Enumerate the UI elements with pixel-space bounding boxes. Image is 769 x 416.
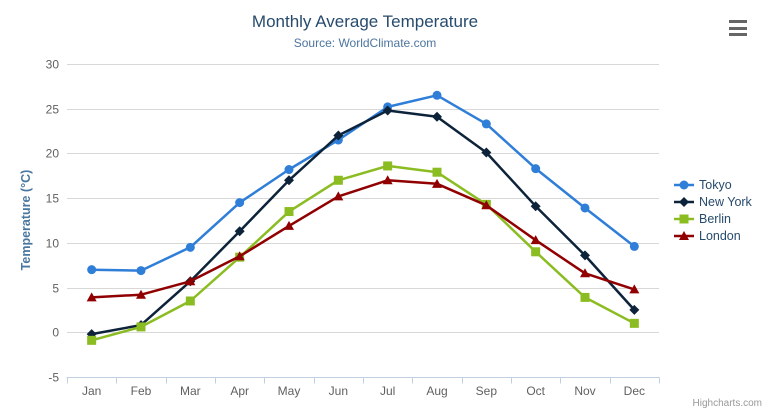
data-point-marker-new-york-dec[interactable] <box>629 304 640 315</box>
data-point-marker-berlin-nov[interactable] <box>580 292 590 302</box>
y-axis-tick-label: 25 <box>46 103 60 117</box>
x-axis-tick-label: Oct <box>526 384 545 398</box>
y-axis-tick-label: 15 <box>46 192 60 206</box>
data-point-marker-berlin-feb[interactable] <box>136 322 146 332</box>
data-point-marker-london-apr[interactable] <box>234 251 245 261</box>
series-line-london[interactable] <box>90 179 636 299</box>
data-point-marker-new-york-jul[interactable] <box>382 105 393 116</box>
legend-item-tokyo[interactable]: Tokyo <box>674 177 752 192</box>
data-point-marker-london-feb[interactable] <box>136 289 146 299</box>
export-menu-button[interactable] <box>729 20 749 36</box>
legend-item-london[interactable]: London <box>674 228 752 243</box>
data-point-marker-tokyo-may[interactable] <box>284 165 294 175</box>
y-axis-title: Temperature (°C) <box>19 169 33 271</box>
legend-marker-london[interactable] <box>679 230 689 240</box>
data-point-marker-berlin-jul[interactable] <box>383 161 393 171</box>
x-axis-tick-label: Jun <box>329 384 348 398</box>
data-point-marker-london-dec[interactable] <box>629 284 640 294</box>
data-point-marker-new-york-jun[interactable] <box>333 130 344 141</box>
legend-marker-tokyo[interactable] <box>679 180 689 189</box>
x-axis-tick-label: Sep <box>476 384 498 398</box>
y-axis-tick-label: 30 <box>46 58 60 72</box>
x-axis-tick-label: Aug <box>426 384 447 398</box>
data-point-marker-berlin-dec[interactable] <box>629 318 639 328</box>
hamburger-icon <box>729 26 747 30</box>
legend-marker-new-york[interactable] <box>679 196 689 207</box>
y-axis-tick-label: -5 <box>48 371 59 385</box>
data-point-marker-new-york-sep[interactable] <box>481 147 492 158</box>
legend-item-label: New York <box>699 194 752 209</box>
x-axis-tick-label: Apr <box>230 384 249 398</box>
data-point-marker-berlin-oct[interactable] <box>531 247 541 257</box>
legend-item-label: London <box>699 228 741 243</box>
data-point-marker-berlin-may[interactable] <box>284 207 294 217</box>
data-point-marker-london-jan[interactable] <box>86 292 97 302</box>
data-point-marker-berlin-mar[interactable] <box>185 296 195 306</box>
data-point-marker-new-york-oct[interactable] <box>530 201 541 212</box>
hamburger-icon <box>729 20 747 23</box>
x-axis-tick-label: Jul <box>380 384 395 398</box>
y-axis-tick-label: 0 <box>52 326 59 340</box>
legend-circle-marker-icon <box>674 180 694 189</box>
legend-item-label: Berlin <box>699 211 731 226</box>
highcharts-credit-link[interactable]: Highcharts.com <box>692 398 762 409</box>
series-line-berlin[interactable] <box>90 164 636 342</box>
data-point-marker-tokyo-oct[interactable] <box>531 164 541 174</box>
legend-item-new-york[interactable]: New York <box>674 194 752 209</box>
data-point-marker-tokyo-nov[interactable] <box>580 203 590 213</box>
data-point-marker-tokyo-apr[interactable] <box>235 198 245 208</box>
data-point-marker-new-york-aug[interactable] <box>432 111 442 122</box>
legend: Tokyo New York Berlin London <box>674 177 752 243</box>
legend-diamond-marker-icon <box>674 196 694 207</box>
chart-subtitle: Source: WorldClimate.com <box>293 36 437 50</box>
series-line-new-york[interactable] <box>90 109 636 336</box>
data-point-marker-tokyo-jan[interactable] <box>87 265 97 275</box>
data-point-marker-london-nov[interactable] <box>580 268 590 278</box>
data-point-marker-tokyo-aug[interactable] <box>432 90 442 100</box>
x-axis-tick-label: May <box>278 384 301 398</box>
legend-item-berlin[interactable]: Berlin <box>674 211 752 226</box>
x-axis-tick-label: Dec <box>624 384 645 398</box>
hamburger-icon <box>729 33 747 36</box>
data-point-marker-tokyo-mar[interactable] <box>185 242 195 252</box>
data-point-marker-london-mar[interactable] <box>185 276 196 286</box>
y-axis-tick-label: 5 <box>52 282 59 296</box>
x-axis-tick-label: Mar <box>180 384 201 398</box>
data-point-marker-berlin-jun[interactable] <box>333 175 343 185</box>
data-point-marker-london-jun[interactable] <box>333 191 344 201</box>
data-point-marker-tokyo-feb[interactable] <box>136 266 146 276</box>
legend-triangle-marker-icon <box>674 230 694 240</box>
y-axis-tick-label: 20 <box>46 147 60 161</box>
y-axis-tick-label: 10 <box>46 237 60 251</box>
legend-marker-berlin[interactable] <box>679 214 689 223</box>
chart-title: Monthly Average Temperature <box>251 12 479 31</box>
data-point-marker-london-jul[interactable] <box>382 175 393 185</box>
data-point-marker-berlin-jan[interactable] <box>87 335 97 345</box>
legend-item-label: Tokyo <box>699 177 732 192</box>
legend-square-marker-icon <box>674 214 694 223</box>
data-point-marker-london-may[interactable] <box>284 220 294 230</box>
x-axis-tick-label: Feb <box>131 384 152 398</box>
data-point-marker-tokyo-sep[interactable] <box>481 119 491 129</box>
series-line-tokyo[interactable] <box>90 94 636 272</box>
data-point-marker-london-aug[interactable] <box>432 178 442 188</box>
data-point-marker-berlin-aug[interactable] <box>432 167 442 177</box>
data-point-marker-tokyo-dec[interactable] <box>629 241 639 251</box>
data-point-marker-new-york-nov[interactable] <box>580 250 590 261</box>
x-axis-tick-label: Nov <box>574 384 595 398</box>
data-point-marker-london-oct[interactable] <box>530 235 541 245</box>
data-point-marker-new-york-may[interactable] <box>284 175 294 186</box>
x-axis-tick-label: Jan <box>82 384 101 398</box>
data-point-marker-new-york-apr[interactable] <box>234 226 245 237</box>
data-point-marker-london-sep[interactable] <box>481 200 492 210</box>
